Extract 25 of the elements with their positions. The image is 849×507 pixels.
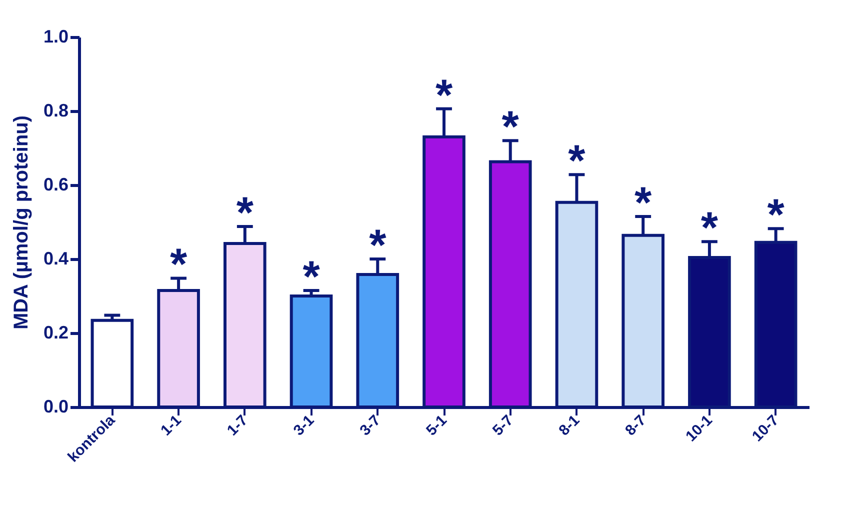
y-tick-label: 0.8 [43,100,68,120]
annotation: * [700,204,719,253]
x-tick-label: 1-1 [158,412,185,440]
annotation: * [767,190,786,240]
y-tick-label: 0.0 [43,396,68,416]
annotation: * [369,221,388,270]
y-tick-label: 1.0 [43,26,68,46]
x-tick-label: 3-7 [356,412,384,440]
annotation: * [302,252,321,302]
x-tick-label: 3-1 [290,412,318,440]
annotation: * [170,240,188,290]
annotation: * [435,70,454,120]
annotation: * [236,188,254,238]
y-tick-label: 0.2 [43,322,68,342]
x-tick-label: 5-7 [489,412,517,440]
x-tick-label: 8-1 [556,412,584,440]
annotation: * [634,178,653,228]
y-tick-label: 0.6 [43,174,68,194]
y-tick-label: 0.4 [43,248,68,268]
y-axis-title: MDA (µmol/g proteinu) [10,115,32,330]
annotation: * [568,136,586,186]
x-tick-label: 8-7 [622,412,650,440]
x-tick-label: 5-1 [423,412,450,440]
x-tick-label: 1-7 [224,412,252,440]
annotation: * [502,102,520,152]
